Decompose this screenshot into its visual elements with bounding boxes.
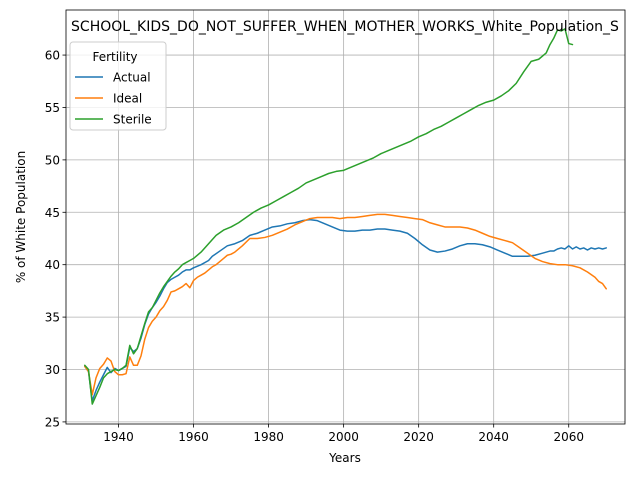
x-tick-label: 2060: [553, 430, 584, 444]
x-tick-label: 2040: [478, 430, 509, 444]
grid-lines: [66, 10, 625, 424]
y-tick-label: 55: [45, 101, 60, 115]
y-tick-label: 45: [45, 206, 60, 220]
legend-title: Fertility: [92, 50, 137, 64]
legend: Fertility Actual Ideal Sterile: [69, 41, 167, 131]
legend-label-sterile: Sterile: [113, 113, 152, 127]
plot-area-frame: [65, 9, 626, 425]
x-tick-label: 1940: [103, 430, 134, 444]
x-tick-label: 1980: [253, 430, 284, 444]
y-axis: 25 30 35 40 45 50 55 60: [45, 49, 66, 429]
series-line-ideal: [84, 213, 607, 396]
legend-label-actual: Actual: [113, 71, 151, 85]
legend-box: [69, 41, 167, 131]
x-tick-label: 1960: [178, 430, 209, 444]
data-lines: [84, 28, 607, 405]
legend-label-ideal: Ideal: [113, 92, 142, 106]
x-axis-label: Years: [328, 451, 361, 465]
y-tick-label: 50: [45, 153, 60, 167]
series-line-sterile: [84, 28, 574, 405]
y-axis-label: % of White Population: [14, 151, 28, 283]
x-tick-label: 2000: [328, 430, 359, 444]
y-tick-label: 60: [45, 49, 60, 63]
y-tick-label: 30: [45, 363, 60, 377]
y-tick-label: 25: [45, 415, 60, 429]
x-axis: 1940 1960 1980 2000 2020 2040 2060: [103, 424, 584, 444]
chart-title: SCHOOL_KIDS_DO_NOT_SUFFER_WHEN_MOTHER_WO…: [71, 19, 619, 35]
y-tick-label: 40: [45, 258, 60, 272]
y-tick-label: 35: [45, 311, 60, 325]
x-tick-label: 2020: [403, 430, 434, 444]
